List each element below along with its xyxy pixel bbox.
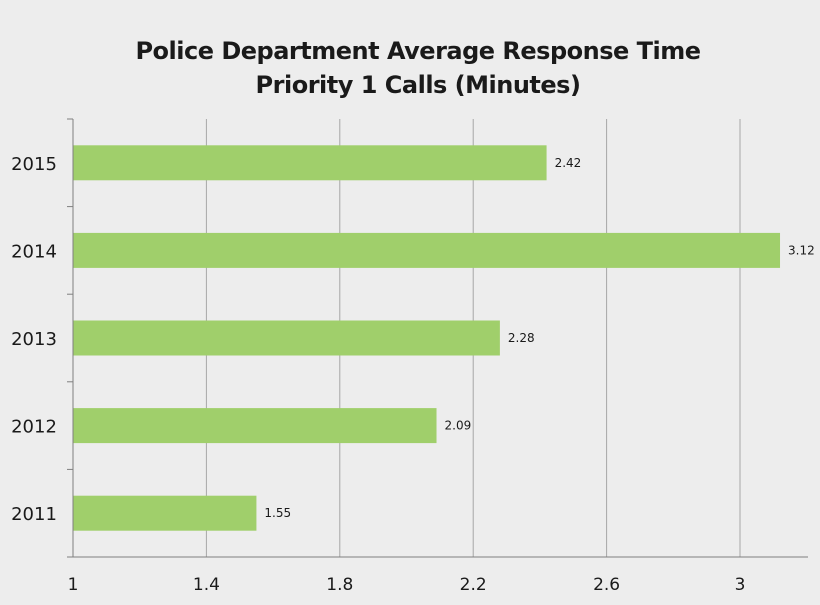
- x-tick-label: 1.8: [326, 575, 353, 595]
- chart-title-line-1: Police Department Average Response Time: [135, 37, 701, 65]
- data-label: 2.09: [445, 419, 472, 433]
- data-label: 3.12: [788, 243, 815, 257]
- x-tick-label: 1.4: [193, 575, 220, 595]
- x-tick-label: 3: [735, 575, 746, 595]
- x-tick-label: 2.2: [460, 575, 487, 595]
- bar: [73, 145, 547, 181]
- bar: [73, 320, 500, 356]
- category-label: 2014: [11, 241, 57, 262]
- category-label: 2013: [11, 329, 57, 350]
- chart-title: Police Department Average Response Time …: [0, 34, 820, 102]
- category-label: 2011: [11, 504, 57, 525]
- data-label: 2.42: [555, 156, 582, 170]
- data-label: 2.28: [508, 331, 535, 345]
- x-tick-label: 1: [68, 575, 79, 595]
- chart-title-line-2: Priority 1 Calls (Minutes): [255, 71, 581, 99]
- category-label: 2012: [11, 417, 57, 438]
- bar: [73, 408, 437, 444]
- data-label: 1.55: [264, 506, 291, 520]
- bar: [73, 232, 781, 268]
- bar: [73, 495, 257, 531]
- x-tick-label: 2.6: [593, 575, 620, 595]
- category-label: 2015: [11, 154, 57, 175]
